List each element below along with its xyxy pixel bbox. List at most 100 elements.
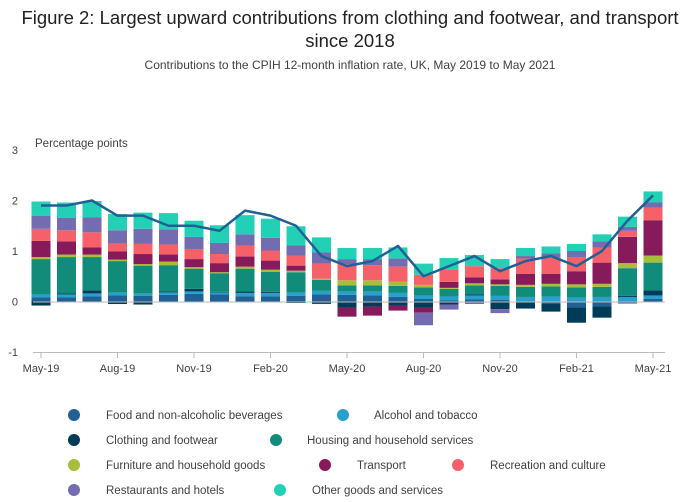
bar-segment bbox=[465, 266, 484, 278]
bar-segment bbox=[337, 294, 357, 302]
bar-segment bbox=[133, 228, 153, 244]
bar-segment bbox=[439, 296, 459, 301]
legend-label: Recreation and culture bbox=[490, 460, 606, 472]
bar-segment bbox=[261, 292, 280, 297]
bar-segment bbox=[337, 285, 357, 292]
bar-segment bbox=[516, 302, 535, 309]
bar-segment bbox=[184, 236, 204, 249]
bar-segment bbox=[31, 201, 51, 216]
bar-segment bbox=[465, 255, 484, 267]
legend-label: Housing and household services bbox=[307, 435, 473, 447]
bar-segment bbox=[31, 257, 51, 260]
bar-segment bbox=[159, 229, 178, 245]
legend-label: Other goods and services bbox=[312, 485, 443, 497]
legend-marker bbox=[319, 459, 331, 471]
bar-segment bbox=[490, 284, 510, 286]
bar-segment bbox=[108, 251, 127, 260]
bar-segment bbox=[337, 280, 357, 286]
bar-segment bbox=[414, 287, 433, 296]
bar-segment bbox=[286, 255, 306, 266]
bar-segment bbox=[133, 301, 153, 305]
bar-segment bbox=[31, 259, 51, 295]
bar-segment bbox=[82, 257, 102, 291]
bar-segment bbox=[235, 296, 255, 302]
bar-segment bbox=[516, 296, 535, 302]
bar-segment bbox=[108, 301, 127, 305]
cpih-line-layer bbox=[41, 194, 654, 278]
bar-segment bbox=[133, 243, 153, 255]
legend-marker bbox=[68, 484, 80, 496]
legend-marker bbox=[68, 434, 80, 446]
bar-segment bbox=[618, 301, 637, 304]
bar-segment bbox=[159, 292, 178, 295]
bar-segment bbox=[541, 286, 561, 297]
bar-segment bbox=[465, 295, 484, 300]
bar-segment bbox=[337, 264, 357, 281]
bar-segment bbox=[261, 260, 280, 270]
bar-segment bbox=[618, 236, 637, 264]
bar-segment bbox=[159, 244, 178, 255]
bar-segment bbox=[414, 312, 433, 326]
bar-segment bbox=[159, 291, 178, 293]
bar-segment bbox=[388, 266, 408, 282]
bar-segment bbox=[108, 214, 127, 231]
bar-segment bbox=[57, 294, 76, 298]
bar-segment bbox=[388, 258, 408, 267]
bar-segment bbox=[108, 295, 127, 302]
bar-segment bbox=[592, 286, 612, 297]
bar-segment bbox=[363, 291, 382, 296]
bar-segment bbox=[82, 254, 102, 258]
legend-marker bbox=[452, 459, 464, 471]
bar-segment bbox=[82, 232, 102, 248]
bar-segment bbox=[541, 283, 561, 287]
bar-segment bbox=[108, 230, 127, 244]
legend-label: Alcohol and tobacco bbox=[374, 410, 478, 422]
bar-segment bbox=[82, 293, 102, 297]
bar-segment bbox=[184, 220, 204, 237]
bar-segment bbox=[312, 279, 331, 291]
bar-segment bbox=[312, 278, 331, 280]
bar-segment bbox=[363, 301, 382, 307]
bar-segment bbox=[439, 269, 459, 282]
bar-segment bbox=[184, 267, 204, 269]
chart-subtitle: Contributions to the CPIH 12-month infla… bbox=[144, 58, 556, 72]
bar-segment bbox=[567, 243, 586, 251]
legend-label: Transport bbox=[357, 460, 407, 472]
y-tick-label: 3 bbox=[12, 145, 18, 157]
bar-segment bbox=[516, 247, 535, 257]
bar-segment bbox=[439, 258, 459, 270]
bar-segment bbox=[57, 297, 76, 302]
bar-segment bbox=[516, 256, 535, 259]
bar-segment bbox=[465, 301, 484, 305]
bar-segment bbox=[567, 301, 586, 308]
bar-segment bbox=[235, 292, 255, 297]
bar-segment bbox=[618, 268, 637, 296]
bar-segment bbox=[490, 268, 510, 280]
bar-segment bbox=[108, 261, 127, 293]
bar-segment bbox=[184, 293, 204, 302]
legend-label: Restaurants and hotels bbox=[106, 485, 225, 497]
x-tick-label: Nov-20 bbox=[482, 363, 517, 375]
bar-segment bbox=[57, 230, 76, 242]
bar-segment bbox=[286, 226, 306, 246]
bar-segment bbox=[388, 292, 408, 297]
legend-marker bbox=[68, 459, 80, 471]
bar-segment bbox=[618, 296, 637, 302]
bar-segment bbox=[592, 306, 612, 318]
legend: Food and non-alcoholic beverages Alcohol … bbox=[68, 409, 606, 497]
bar-segment bbox=[108, 243, 127, 252]
bar-segment bbox=[414, 274, 433, 285]
y-axis-title: Percentage points bbox=[35, 138, 128, 150]
bar-segment bbox=[388, 301, 408, 306]
bar-segment bbox=[465, 283, 484, 286]
x-tick-label: Feb-21 bbox=[559, 363, 594, 375]
bar-segment bbox=[312, 263, 331, 279]
bar-segment bbox=[567, 297, 586, 302]
bar-segment bbox=[133, 265, 153, 294]
bar-segment bbox=[57, 257, 76, 294]
bar-segment bbox=[363, 247, 382, 260]
bar-segment bbox=[643, 262, 663, 291]
bar-segment bbox=[618, 226, 637, 231]
